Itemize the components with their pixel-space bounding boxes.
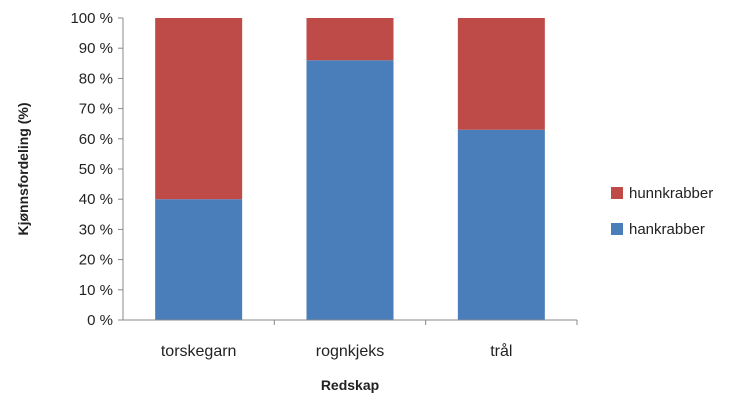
y-axis-title: Kjønnsfordeling (%) [15,103,31,236]
y-tick-label: 20 % [79,252,113,269]
x-tick-label: trål [490,342,512,360]
x-tick-label: rognkjeks [316,343,384,360]
bar-hunnkrabber-rognkjeks [306,18,394,61]
bar-hunnkrabber-trål [457,18,545,130]
x-axis-labels: torskegarn rognkjeks trål [161,320,578,360]
legend-label-hankrabber: hankrabber [629,221,705,238]
y-tick-label: 10 % [79,282,113,299]
y-tick-label: 30 % [79,221,113,238]
y-tick-label: 50 % [79,161,113,178]
y-tick-label: 40 % [79,191,113,208]
bars [155,18,545,320]
legend-swatch-hunnkrabber [611,187,623,199]
y-tick-label: 90 % [79,40,113,57]
y-tick-label: 100 % [70,10,113,27]
bar-hunnkrabber-torskegarn [155,18,243,200]
bar-hankrabber-torskegarn [155,199,243,320]
legend-label-hunnkrabber: hunnkrabber [629,185,713,202]
y-tick-label: 70 % [79,101,113,118]
y-axis-ticks: 0 % 10 % 20 % 30 % 40 % 50 % 60 % 70 % 80 % 90 % 1… [70,10,123,329]
x-axis-title: Redskap [321,377,379,393]
y-tick-label: 80 % [79,70,113,87]
bar-hankrabber-trål [457,129,545,320]
legend-swatch-hankrabber [611,223,623,235]
legend: hunnkrabber hankrabber [611,185,713,238]
y-tick-label: 60 % [79,131,113,148]
x-tick-label: torskegarn [161,343,237,360]
bar-hankrabber-rognkjeks [306,60,394,320]
y-tick-label: 0 % [87,312,113,329]
